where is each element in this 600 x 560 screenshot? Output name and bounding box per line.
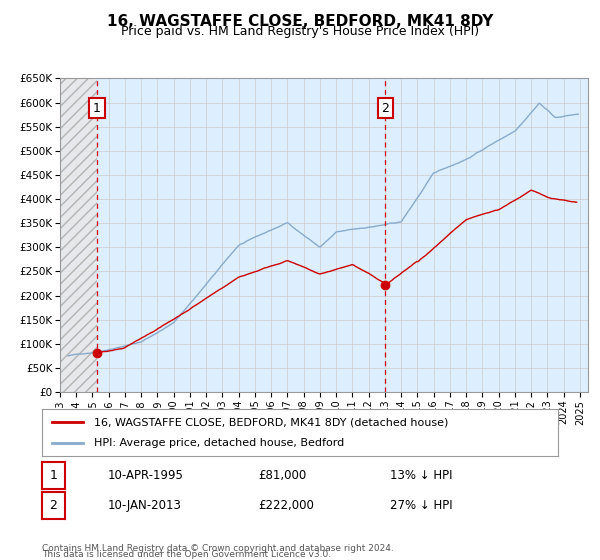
Text: 10-JAN-2013: 10-JAN-2013 <box>108 498 182 512</box>
Text: Price paid vs. HM Land Registry's House Price Index (HPI): Price paid vs. HM Land Registry's House … <box>121 25 479 38</box>
Text: 2: 2 <box>382 102 389 115</box>
Text: 10-APR-1995: 10-APR-1995 <box>108 469 184 482</box>
Text: 16, WAGSTAFFE CLOSE, BEDFORD, MK41 8DY (detached house): 16, WAGSTAFFE CLOSE, BEDFORD, MK41 8DY (… <box>94 417 448 427</box>
Text: 1: 1 <box>49 469 58 482</box>
Text: £222,000: £222,000 <box>258 498 314 512</box>
Text: This data is licensed under the Open Government Licence v3.0.: This data is licensed under the Open Gov… <box>42 550 331 559</box>
Text: Contains HM Land Registry data © Crown copyright and database right 2024.: Contains HM Land Registry data © Crown c… <box>42 544 394 553</box>
Text: 2: 2 <box>49 498 58 512</box>
Bar <box>60 78 97 392</box>
Text: 27% ↓ HPI: 27% ↓ HPI <box>390 498 452 512</box>
Text: £81,000: £81,000 <box>258 469 306 482</box>
Text: HPI: Average price, detached house, Bedford: HPI: Average price, detached house, Bedf… <box>94 438 344 448</box>
Text: 13% ↓ HPI: 13% ↓ HPI <box>390 469 452 482</box>
Text: 1: 1 <box>93 102 101 115</box>
Text: 16, WAGSTAFFE CLOSE, BEDFORD, MK41 8DY: 16, WAGSTAFFE CLOSE, BEDFORD, MK41 8DY <box>107 14 493 29</box>
